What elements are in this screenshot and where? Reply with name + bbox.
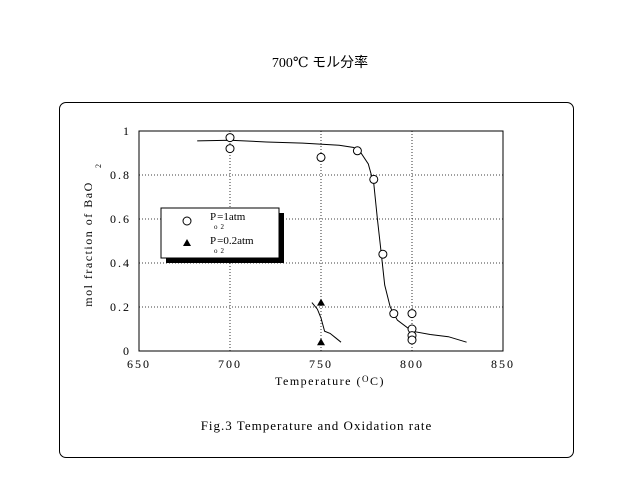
legend-entry-2-sub: o2 xyxy=(214,247,227,255)
x-tick-label: 850 xyxy=(491,357,515,371)
data-point-circle xyxy=(407,335,417,345)
data-point-circle xyxy=(389,309,399,319)
data-point-circle xyxy=(369,174,379,184)
legend-triangle-marker xyxy=(183,239,191,246)
x-axis-label-degree: O xyxy=(362,374,370,384)
x-axis-label-unit: C) xyxy=(370,374,385,388)
legend-box xyxy=(160,207,280,259)
x-tick-label: 650 xyxy=(127,357,151,371)
legend-entry-1-prefix: P xyxy=(210,211,216,223)
x-tick-label: 800 xyxy=(400,357,424,371)
y-axis-label-main: mol fraction of BaO xyxy=(81,181,95,306)
x-axis-label-main: Temperature ( xyxy=(275,374,362,388)
page-title: 700℃ モル分率 xyxy=(271,56,369,71)
data-point-circle xyxy=(225,144,235,154)
data-point-circle xyxy=(378,249,388,259)
y-tick-label: 0.6 xyxy=(110,212,131,226)
legend-circle-marker xyxy=(182,216,192,226)
x-tick-label: 700 xyxy=(218,357,242,371)
data-point-circle xyxy=(225,133,235,143)
data-point-circle xyxy=(352,146,362,156)
y-tick-label: 0.8 xyxy=(110,168,131,182)
data-point-circle xyxy=(407,309,417,319)
legend-entry-1-sub: o2 xyxy=(214,223,227,231)
y-tick-label: 0 xyxy=(123,344,131,358)
chart-frame xyxy=(59,102,574,458)
x-axis-label: Temperature (OC) xyxy=(275,374,385,388)
legend-entry-1: P=1atm xyxy=(210,211,246,223)
data-point-triangle xyxy=(317,298,325,306)
x-tick-label: 750 xyxy=(309,357,333,371)
y-tick-label: 0.2 xyxy=(110,300,131,314)
data-point-triangle xyxy=(317,338,325,346)
legend-entry-2-prefix: P xyxy=(210,235,216,247)
plot-area xyxy=(138,130,504,352)
data-point-circle xyxy=(316,152,326,162)
y-axis-label-sub: 2 xyxy=(94,164,103,168)
axis-ticks: 650 700 750 800 850 0 0.2 0.4 0.6 0.8 1 xyxy=(110,124,515,371)
fit-curve-series-2 xyxy=(311,302,342,343)
y-tick-label: 1 xyxy=(123,124,131,138)
legend: P=1atm o2 P=0.2atm o2 xyxy=(160,207,284,263)
data-points xyxy=(225,133,417,346)
legend-entry-1-value: =1atm xyxy=(217,211,246,223)
y-tick-label: 0.4 xyxy=(110,256,131,270)
figure-caption: Fig.3 Temperature and Oxidation rate xyxy=(200,418,433,433)
legend-entry-2: P=0.2atm xyxy=(210,235,254,247)
legend-entry-2-value: =0.2atm xyxy=(217,235,254,247)
y-axis-label: mol fraction of BaO 2 xyxy=(81,164,103,307)
